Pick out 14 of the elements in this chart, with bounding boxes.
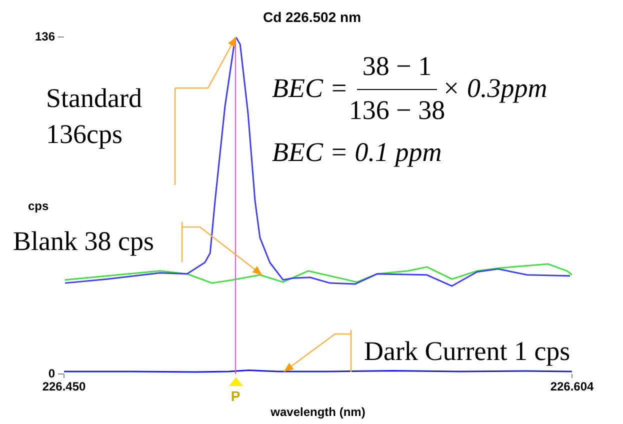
annotation: 38 − 1 bbox=[362, 50, 432, 83]
x-tick-label: 226.604 bbox=[550, 380, 594, 394]
annotation: BEC = 0.1 ppm bbox=[272, 136, 442, 169]
x-axis-title: wavelength (nm) bbox=[270, 405, 366, 420]
annotation: Blank 38 cps bbox=[13, 225, 154, 258]
x-tick-label: 226.450 bbox=[42, 380, 86, 394]
y-tick-label: 136 bbox=[34, 29, 56, 44]
annotation: BEC = bbox=[272, 72, 348, 105]
y-axis-title: cps bbox=[28, 199, 50, 213]
annotation: Standard 136cps bbox=[46, 82, 142, 151]
y-tick-label: 0 bbox=[48, 366, 56, 380]
chart-title: Cd 226.502 nm bbox=[262, 9, 362, 25]
annotation: Dark Current 1 cps bbox=[364, 335, 570, 368]
ref-line-label: P bbox=[230, 388, 240, 404]
